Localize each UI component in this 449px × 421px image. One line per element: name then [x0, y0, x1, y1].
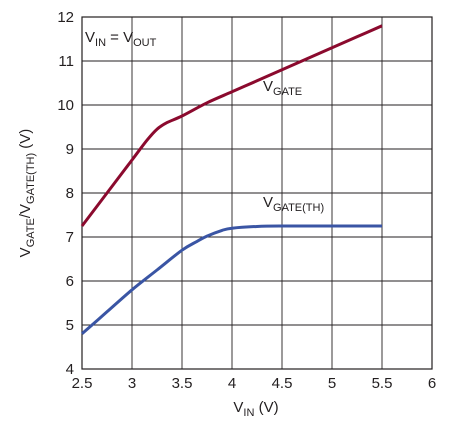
tick-labels: 2.5 3 3.5 4 4.5 5 5.5 6 4 5 6 7 8 9 10 11 12 — [57, 9, 436, 392]
y-tick-label: 7 — [66, 229, 74, 246]
y-tick-label: 10 — [57, 97, 74, 114]
x-axis-label: VIN (V) — [233, 399, 278, 419]
x-tick-label: 4 — [228, 375, 236, 392]
y-tick-label: 8 — [66, 185, 74, 202]
x-tick-label: 5 — [328, 375, 336, 392]
y-tick-label: 6 — [66, 273, 74, 290]
condition-annotation: VIN = VOUT — [85, 29, 157, 49]
series-layer — [80, 24, 383, 335]
x-tick-label: 2.5 — [72, 375, 93, 392]
y-tick-label: 9 — [66, 141, 74, 158]
grid — [82, 17, 432, 369]
series-line-vgate-th — [81, 224, 382, 335]
x-tick-label: 3 — [128, 375, 136, 392]
series-label-vgate: VGATE — [263, 78, 302, 98]
series-label-vgate-th: VGATE(TH) — [263, 194, 324, 214]
y-tick-label: 4 — [66, 361, 74, 378]
y-tick-label: 11 — [58, 53, 74, 70]
x-tick-label: 6 — [428, 375, 436, 392]
y-axis-label: VGATE/VGATE(TH) (V) — [17, 129, 37, 258]
y-tick-label: 5 — [66, 317, 74, 334]
x-tick-label: 4.5 — [272, 375, 293, 392]
y-tick-label: 12 — [57, 9, 74, 26]
x-tick-label: 3.5 — [172, 375, 193, 392]
series-line-vgate — [80, 24, 383, 227]
plot-frame — [81, 16, 433, 370]
x-tick-label: 5.5 — [372, 375, 393, 392]
